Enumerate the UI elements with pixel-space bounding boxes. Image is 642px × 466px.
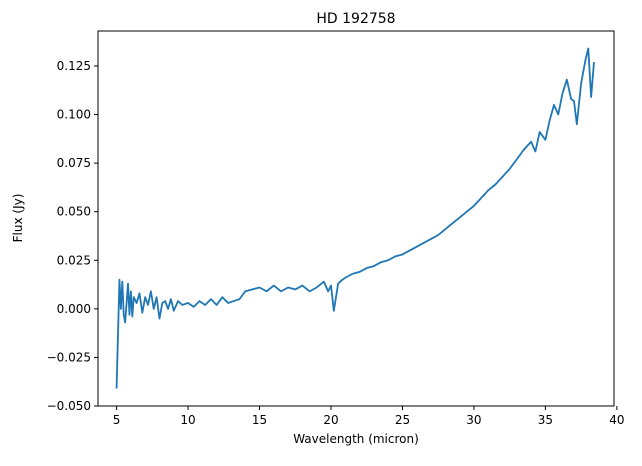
chart-title: HD 192758 [316,11,395,27]
y-tick-label: 0.125 [57,59,91,73]
y-tick-label: 0.025 [57,253,91,267]
x-tick-label: 15 [252,413,267,427]
x-tick-label: 5 [113,413,121,427]
y-tick-label: 0.100 [57,108,91,122]
axes-frame [97,30,615,407]
x-tick-label: 30 [466,413,481,427]
y-tick-label: 0.000 [57,302,91,316]
x-tick-label: 10 [180,413,195,427]
y-axis: −0.050 −0.025 0.000 0.025 0.050 0.075 0.100 0.1… [47,59,98,413]
x-tick-label: 35 [538,413,553,427]
plot-area [115,47,595,389]
y-tick-label: 0.075 [57,156,91,170]
y-tick-label: −0.025 [47,350,91,364]
x-tick-label: 20 [323,413,338,427]
y-axis-label: Flux (Jy) [11,194,25,243]
x-tick-label: 25 [395,413,410,427]
y-tick-label: 0.050 [57,205,91,219]
x-axis-label: Wavelength (micron) [293,432,419,446]
x-tick-label: 40 [609,413,624,427]
series-line-0 [115,47,595,389]
x-axis: 5 10 15 20 25 30 35 40 [113,406,624,427]
y-tick-label: −0.050 [47,399,91,413]
